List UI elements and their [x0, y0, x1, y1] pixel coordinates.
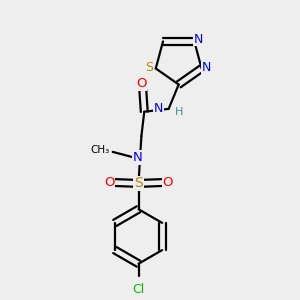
Text: S: S [134, 176, 143, 190]
Text: O: O [104, 176, 115, 189]
Text: CH₃: CH₃ [91, 146, 110, 155]
Text: N: N [154, 102, 164, 116]
Text: O: O [163, 176, 173, 189]
Text: O: O [136, 77, 147, 90]
Text: S: S [146, 61, 154, 74]
Text: N: N [202, 61, 212, 74]
Text: Cl: Cl [132, 283, 145, 296]
Text: H: H [175, 107, 183, 117]
Text: N: N [194, 33, 203, 46]
Text: N: N [133, 151, 142, 164]
